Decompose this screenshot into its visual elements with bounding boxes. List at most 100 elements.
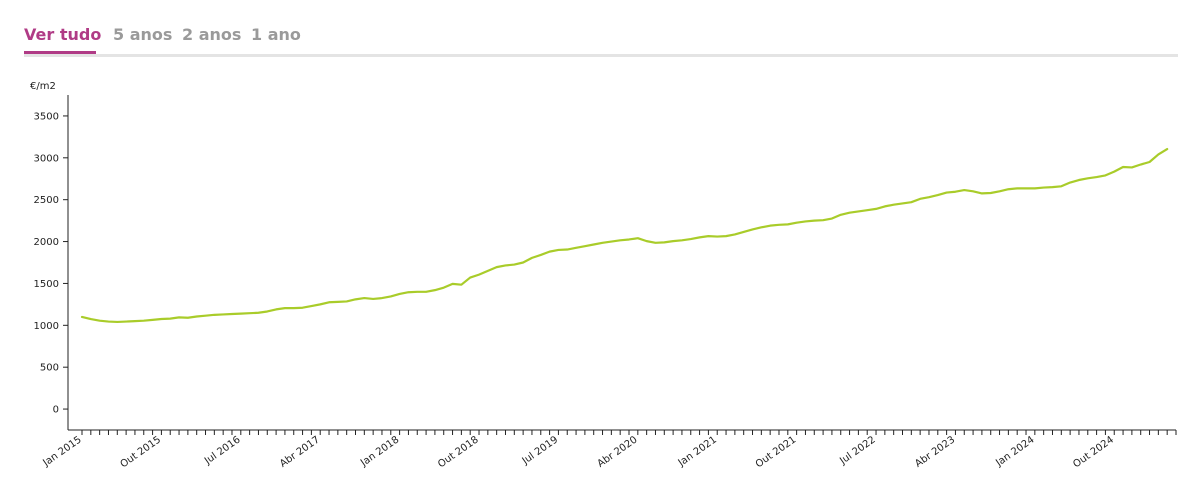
data-point xyxy=(220,311,226,317)
data-point xyxy=(882,203,888,209)
data-point xyxy=(158,316,164,322)
data-point xyxy=(1102,172,1108,178)
data-point xyxy=(308,303,314,309)
data-point xyxy=(705,233,711,239)
data-point xyxy=(485,268,491,274)
data-point xyxy=(105,319,111,325)
data-point xyxy=(926,194,932,200)
data-point xyxy=(688,236,694,242)
data-point xyxy=(379,295,385,301)
x-tick-label: Jul 2022 xyxy=(837,434,877,467)
data-point xyxy=(335,299,341,305)
x-tick-label: Jan 2015 xyxy=(41,434,84,469)
data-point xyxy=(1094,174,1100,180)
x-tick-label: Abr 2020 xyxy=(596,434,640,469)
data-point xyxy=(900,200,906,206)
data-point xyxy=(988,190,994,196)
data-point xyxy=(458,282,464,288)
y-tick-label: 2500 xyxy=(34,195,59,206)
x-tick-label: Out 2018 xyxy=(436,434,481,470)
data-point xyxy=(1005,186,1011,192)
x-tick-label: Jan 2018 xyxy=(358,434,401,469)
data-point xyxy=(203,313,209,319)
x-tick-label: Out 2021 xyxy=(754,434,799,470)
data-point xyxy=(785,221,791,227)
data-point xyxy=(564,247,570,253)
y-tick-label: 2000 xyxy=(34,237,59,248)
data-point xyxy=(811,218,817,224)
data-point xyxy=(467,275,473,281)
data-point xyxy=(970,188,976,194)
tab-5-anos[interactable]: 5 anos xyxy=(113,25,173,44)
tab-2-anos[interactable]: 2 anos xyxy=(182,25,242,44)
tab-ver-tudo[interactable]: Ver tudo xyxy=(24,25,102,44)
data-point xyxy=(397,291,403,297)
tab-1-ano[interactable]: 1 ano xyxy=(251,25,301,44)
data-point xyxy=(370,296,376,302)
data-point xyxy=(405,289,411,295)
data-point xyxy=(273,306,279,312)
y-tick-label: 1500 xyxy=(34,279,59,290)
data-point xyxy=(555,247,561,253)
data-point xyxy=(1014,185,1020,191)
data-point xyxy=(952,189,958,195)
y-axis-ticks: 0 500 1000 1500 2000 2500 3000 3500 xyxy=(34,111,68,416)
data-point xyxy=(767,223,773,229)
data-point xyxy=(238,311,244,317)
data-point xyxy=(317,301,323,307)
data-point xyxy=(300,305,306,311)
x-tick-label: Jul 2016 xyxy=(202,434,242,467)
data-point xyxy=(529,255,535,261)
data-point xyxy=(1147,159,1153,165)
data-point xyxy=(502,262,508,268)
data-point xyxy=(1120,164,1126,170)
data-point xyxy=(873,206,879,212)
data-point xyxy=(291,305,297,311)
data-point xyxy=(264,308,270,314)
x-tick-label: Out 2024 xyxy=(1071,434,1116,470)
data-point xyxy=(776,222,782,228)
series-group xyxy=(80,147,1169,325)
x-tick-label: Abr 2017 xyxy=(278,434,322,469)
data-point xyxy=(1111,169,1117,175)
data-point xyxy=(141,318,147,324)
data-point xyxy=(476,272,482,278)
data-point xyxy=(97,318,103,324)
data-point xyxy=(855,208,861,214)
period-tabs: Ver tudo 5 anos 2 anos 1 ano xyxy=(24,22,1178,57)
x-tick-label: Jan 2021 xyxy=(676,434,719,469)
data-point xyxy=(794,220,800,226)
y-tick-label: 500 xyxy=(40,363,59,374)
data-point xyxy=(1085,175,1091,181)
data-point xyxy=(176,314,182,320)
data-point xyxy=(979,190,985,196)
data-point xyxy=(829,216,835,222)
data-point xyxy=(670,238,676,244)
data-point xyxy=(626,236,632,242)
data-point xyxy=(353,296,359,302)
y-tick-label: 0 xyxy=(53,405,59,416)
data-point xyxy=(908,199,914,205)
data-point xyxy=(494,264,500,270)
data-point xyxy=(132,318,138,324)
data-point xyxy=(282,305,288,311)
data-point xyxy=(644,238,650,244)
data-point xyxy=(255,310,261,316)
data-point xyxy=(997,188,1003,194)
data-point xyxy=(538,252,544,258)
data-point xyxy=(714,234,720,240)
x-tick-label: Abr 2023 xyxy=(913,434,957,469)
data-point xyxy=(1155,151,1161,157)
data-point xyxy=(247,310,253,316)
series-line xyxy=(80,147,1169,324)
data-point xyxy=(820,217,826,223)
data-point xyxy=(891,202,897,208)
data-point xyxy=(838,212,844,218)
data-point xyxy=(1058,183,1064,189)
data-point xyxy=(573,245,579,251)
data-point xyxy=(450,281,456,287)
x-axis-ticks: Jan 2015 Out 2015 Jul 2016 Abr 2017 Jan 2018… xyxy=(41,430,1177,470)
data-point xyxy=(123,319,129,325)
data-point xyxy=(961,187,967,193)
data-point xyxy=(432,287,438,293)
